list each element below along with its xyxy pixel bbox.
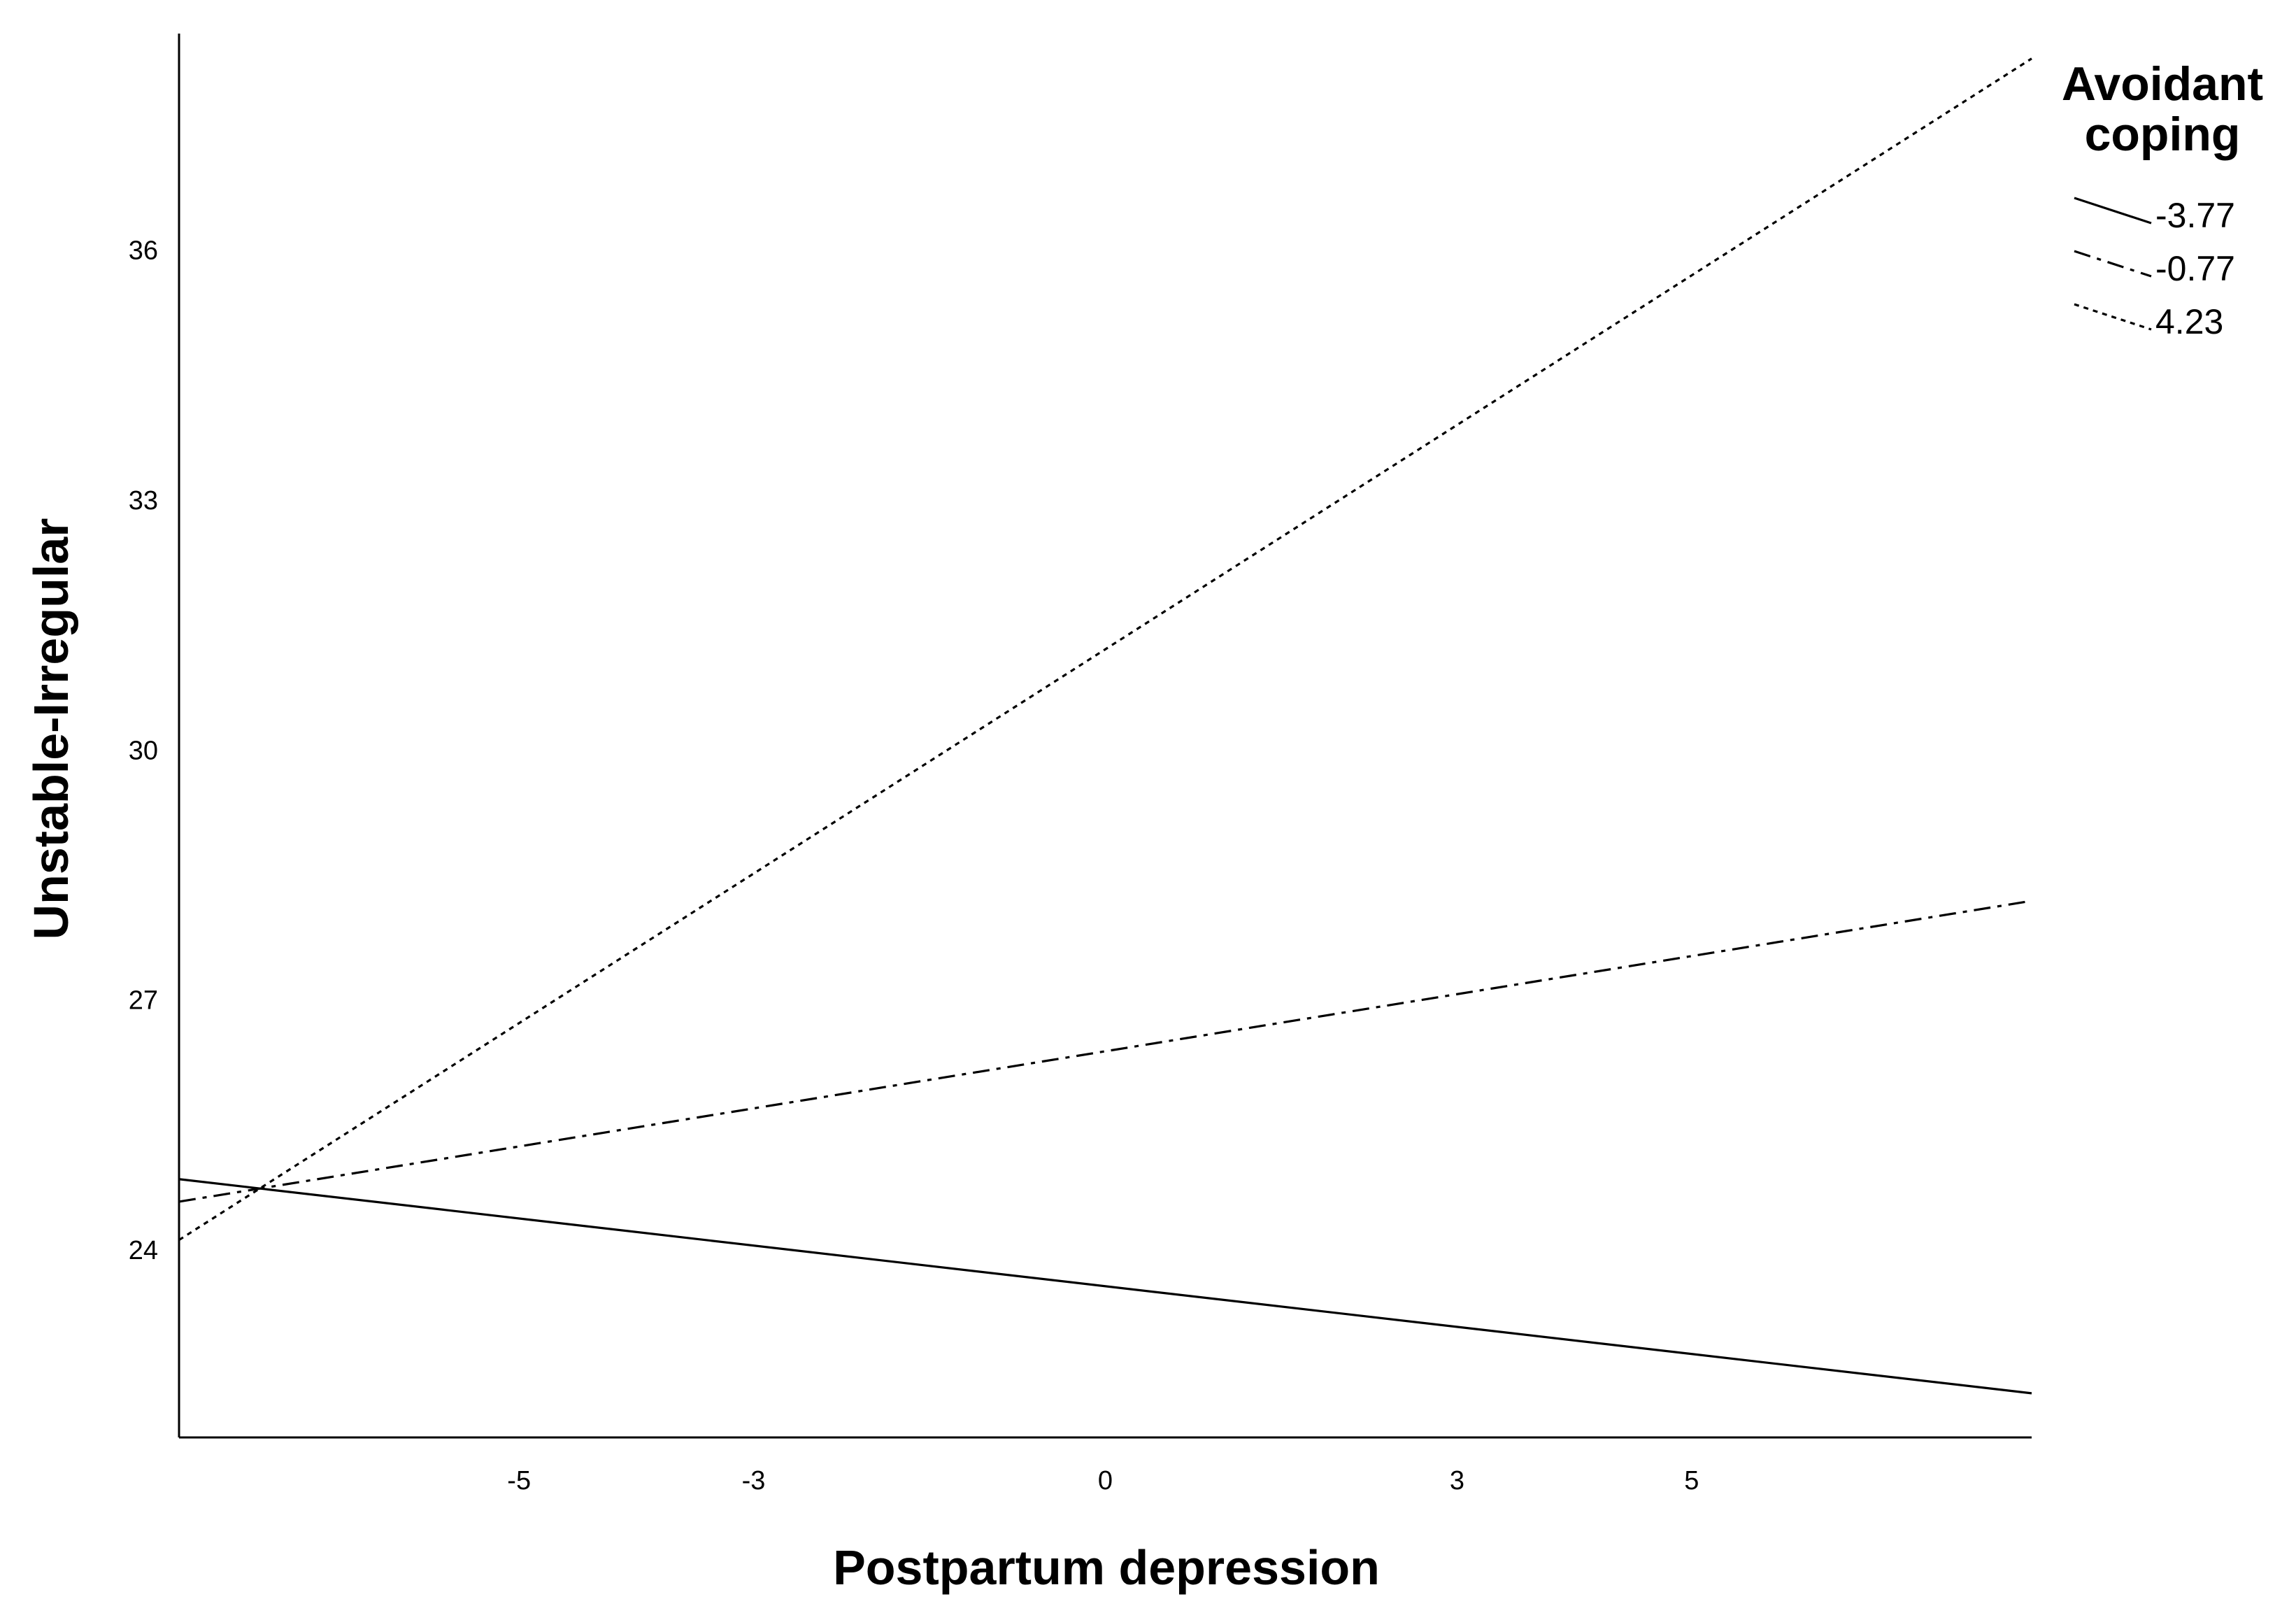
y-tick-label-0: 24 (129, 1236, 158, 1265)
legend-label-1: -0.77 (2155, 249, 2235, 288)
legend-swatch-1 (2074, 250, 2152, 278)
legend-swatch-2 (2074, 303, 2152, 331)
x-tick-label-1: -3 (742, 1466, 766, 1495)
legend-title-line-1: Avoidant (2062, 57, 2263, 111)
y-tick-label-3: 33 (129, 486, 158, 516)
y-tick-label-1: 27 (129, 986, 158, 1016)
series-lines (178, 57, 2032, 1395)
x-tick-label-4: 5 (1684, 1466, 1699, 1495)
legend: Avoidant coping -3.77 -0.77 4.23 (2062, 57, 2263, 341)
y-tick-label-4: 36 (129, 236, 158, 266)
axes: -5 -3 0 3 5 24 27 30 33 36 (129, 34, 2032, 1495)
x-axis-title: Postpartum depression (833, 1540, 1380, 1595)
legend-entries: -3.77 -0.77 4.23 (2074, 196, 2235, 341)
legend-swatch-0 (2074, 197, 2152, 225)
legend-label-0: -3.77 (2155, 196, 2235, 235)
y-axis-title: Unstable-Irregular (24, 518, 78, 940)
x-tick-label-2: 0 (1098, 1466, 1113, 1495)
x-tick-label-0: -5 (507, 1466, 531, 1495)
series-line-1 (178, 900, 2032, 1203)
y-tick-label-2: 30 (129, 736, 158, 765)
legend-title-line-2: coping (2085, 108, 2241, 161)
series-line-0 (178, 1178, 2032, 1395)
series-line-2 (178, 57, 2032, 1242)
x-tick-label-3: 3 (1450, 1466, 1464, 1495)
legend-label-2: 4.23 (2155, 302, 2223, 341)
